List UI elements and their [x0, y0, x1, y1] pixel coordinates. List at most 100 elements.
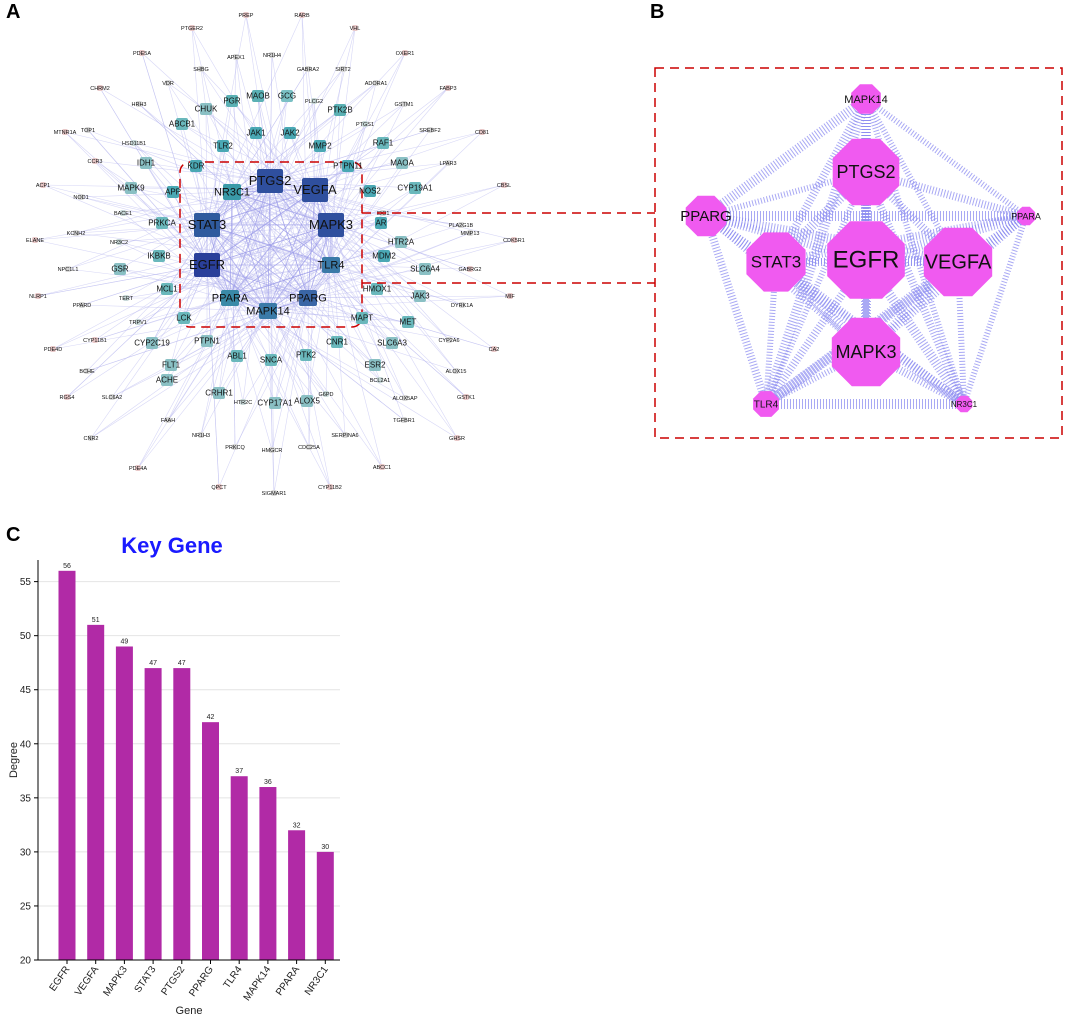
network-a-node-label: AR: [375, 219, 386, 228]
network-a-node-shape: [467, 230, 473, 236]
network-b-node-nr3c1: NR3C1: [951, 395, 978, 413]
bar-stat3: [144, 668, 162, 960]
network-a-node-shape: [369, 359, 381, 371]
network-a-edge-53: [206, 52, 406, 266]
network-a-edge-350: [200, 310, 269, 436]
network-a-node-shape: [402, 395, 408, 401]
network-a-node-shape: [479, 129, 485, 135]
network-a-node-label: CNR1: [326, 338, 348, 347]
network-a-node-label: TLR4: [318, 259, 345, 271]
network-a-edge-406: [307, 224, 332, 299]
network-a-edge-392: [206, 189, 316, 266]
network-b-nodes: MAPK14 PTGS2 PPARG PPARA STAT3 EGFR VEGFA MAPK3…: [680, 84, 1041, 417]
network-a-node-jak3: JAK3: [410, 290, 430, 302]
x-tick-label: PPARG: [187, 964, 216, 999]
network-a-node-pde5a: PDE5A: [133, 50, 151, 57]
network-a-node-label: ABCC1: [373, 465, 391, 471]
network-a-node-shape: [65, 266, 71, 272]
network-a-node-shape: [342, 432, 348, 438]
network-a-node-vhl: VHL: [350, 25, 361, 32]
network-a-node-mapt: MAPT: [351, 312, 373, 324]
network-a-node-shape: [259, 303, 277, 319]
network-a-edge-324: [330, 264, 406, 399]
x-tick-label: EGFR: [48, 964, 73, 993]
bar-ptgs2: [173, 668, 191, 960]
network-a-node-alox5ap: ALOX5AP: [392, 395, 418, 402]
bar-value-label: 49: [121, 638, 129, 645]
network-a-node-mif: MIF: [505, 293, 515, 300]
network-a-node-gabra2: GABRA2: [297, 66, 319, 73]
network-a-node-label: MAPT: [351, 314, 373, 323]
network-a-node-shape: [331, 336, 343, 348]
network-a-edge-298: [231, 191, 307, 356]
network-a-node-ghsr: GHSR: [449, 435, 465, 442]
network-a-node-shape: [167, 186, 179, 198]
network-b-node-shape: [851, 84, 881, 114]
network-a-node-hsd11b1: HSD11B1: [122, 140, 146, 147]
network-a-edge-395: [267, 189, 316, 312]
panel-a-letter: A: [6, 1, 20, 23]
network-a-node-shape: [445, 85, 451, 91]
network-a-node-shape: [178, 312, 190, 324]
network-a-edge-100: [181, 123, 316, 191]
network-a-node-label: BACE1: [114, 211, 132, 217]
network-a-edge-419: [231, 191, 309, 299]
network-a-edge-218: [231, 191, 385, 257]
network-a-edge-63: [167, 82, 316, 191]
network-a-edge-36: [191, 27, 208, 226]
network-a-node-cbsl: CBSL: [497, 182, 511, 189]
network-a-node-label: JAK3: [410, 292, 430, 301]
network-a-node-shape: [414, 290, 426, 302]
network-a-node-shape: [306, 444, 312, 450]
network-a-node-label: CD81: [475, 130, 489, 136]
network-a-node-shape: [231, 350, 243, 362]
chart-bars: 56 51 49 47 47 42 37 36 32 30: [58, 563, 334, 960]
network-b-edge-21: [704, 213, 868, 355]
bar-mapk3: [115, 646, 133, 960]
network-a-node-label: CBSL: [497, 183, 511, 189]
bar-egfr: [58, 570, 76, 960]
network-a-node-shape: [243, 12, 249, 18]
network-a-edge-379: [269, 180, 331, 488]
network-a-node-prkca: PRKCA: [148, 217, 176, 229]
network-a-node-bcl2a1: BCL2A1: [370, 377, 390, 384]
network-a-edge-172: [330, 184, 505, 226]
network-b-edge-40: [763, 257, 961, 409]
network-a-node-ppara: PPARA: [212, 290, 249, 306]
network-a-node-maoa: MAOA: [390, 157, 414, 169]
network-a-node-label: VHL: [350, 26, 361, 32]
network-a-node-shape: [146, 337, 158, 349]
network-a-node-shape: [40, 182, 46, 188]
network-a-edge-103: [87, 129, 208, 266]
network-a-node-label: NOD1: [73, 195, 88, 201]
network-a-node-shape: [378, 250, 390, 262]
network-a-edge-137: [94, 160, 271, 182]
network-a-node-shape: [419, 263, 431, 275]
network-a-edge-319: [218, 180, 271, 394]
network-a-edge-219: [330, 224, 426, 270]
network-a-edge-261: [52, 310, 269, 350]
bar-mapk14: [259, 787, 277, 960]
network-a-edge-368: [231, 191, 383, 468]
network-b-node-shape: [923, 227, 993, 297]
network-a-node-nos2: NOS2: [359, 185, 381, 197]
network-a-edge-120: [269, 131, 483, 182]
network-a-edge-238: [166, 191, 233, 290]
network-a-node-nr3c1: NR3C1: [214, 184, 250, 200]
network-a-edge-367: [330, 264, 383, 468]
network-a-node-shape: [114, 263, 126, 275]
network-a-node-label: MIF: [505, 294, 515, 300]
bar-value-label: 42: [207, 714, 215, 721]
network-a-node-shape: [511, 237, 517, 243]
network-a-node-trpv1: TRPV1: [129, 319, 147, 326]
network-a-node-label: PRKCA: [148, 219, 176, 228]
network-a-node-ache: ACHE: [156, 374, 178, 386]
chart-title: Key Gene: [121, 533, 223, 558]
network-b-node-shape: [832, 138, 900, 206]
network-a-node-label: GSTM1: [395, 102, 414, 108]
network-a-node-shape: [311, 98, 317, 104]
network-a-node-shape: [371, 283, 383, 295]
network-a-node-ca2: CA2: [489, 346, 499, 353]
network-a-node-mapk9: MAPK9: [117, 182, 145, 194]
network-a-edge-301: [206, 224, 376, 366]
